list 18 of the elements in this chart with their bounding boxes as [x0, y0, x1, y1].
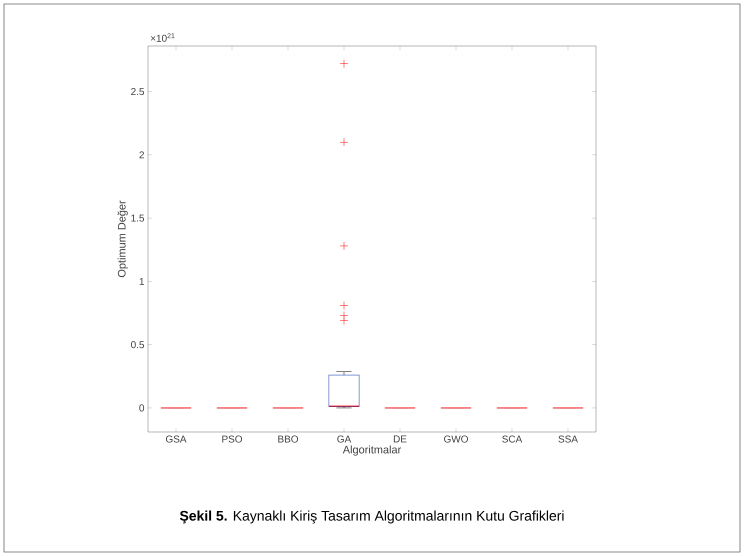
x-tick-label: SSA	[558, 436, 578, 443]
x-tick-label: PSO	[222, 436, 242, 443]
x-tick-label: DE	[394, 436, 406, 442]
x-tick-label: GA	[337, 436, 352, 443]
y-tick-label: 0	[139, 404, 144, 412]
text: Şekil 5. Kaynaklı Kiriş Tasarım Algoritmalarının Kutu Grafikleri	[180, 510, 564, 524]
x-tick-label: GSA	[166, 436, 186, 443]
y-tick-label: 1.5	[131, 214, 144, 222]
y-tick-label: 1	[140, 278, 144, 285]
x-tick-label: SCA	[502, 436, 522, 443]
y-tick-label: 2.5	[131, 88, 144, 96]
x-tick-label: BBO	[278, 436, 298, 443]
x-tick-label: GWO	[444, 436, 468, 443]
y-axis-title: Optimum Değer	[117, 200, 128, 278]
y-tick-label: 2	[139, 151, 144, 158]
text: ×10$^{21}$	[150, 33, 175, 42]
y-tick-label: 0.5	[131, 341, 144, 348]
x-axis-title: Algoritmalar	[342, 445, 402, 456]
